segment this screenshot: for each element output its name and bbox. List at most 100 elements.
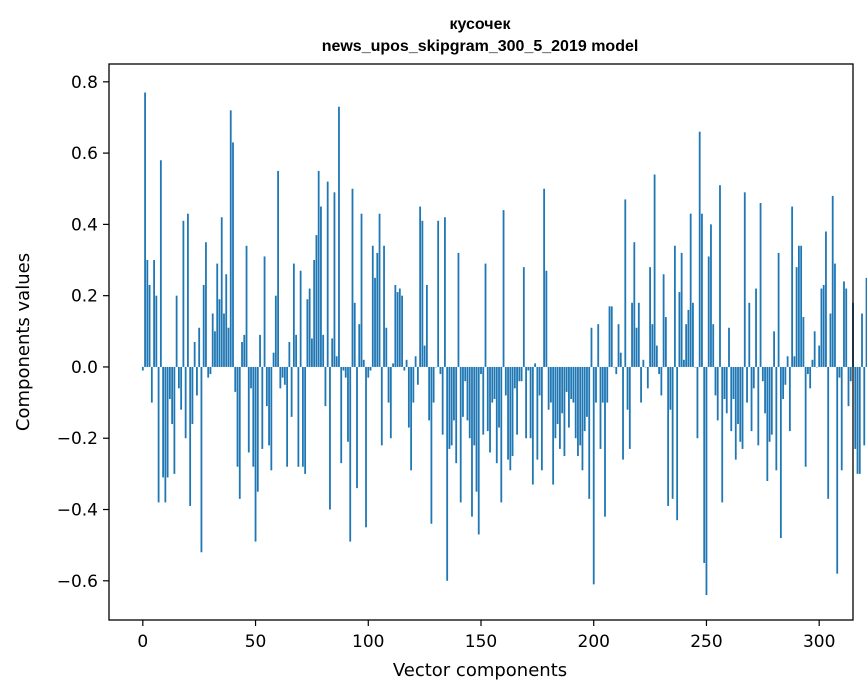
bar	[198, 327, 201, 367]
bar	[317, 170, 320, 367]
bar	[752, 366, 755, 389]
bar	[635, 327, 638, 367]
bar	[579, 366, 582, 446]
bar	[207, 366, 210, 378]
bar	[450, 366, 453, 446]
bar	[683, 359, 685, 367]
bar	[734, 366, 737, 460]
bar	[626, 366, 629, 410]
bar	[559, 366, 561, 449]
bar	[362, 359, 365, 367]
bar	[432, 366, 435, 403]
bar	[845, 288, 848, 367]
bar	[392, 363, 394, 367]
bar	[301, 366, 304, 467]
bar	[234, 366, 237, 392]
bar	[365, 366, 367, 528]
bar	[662, 274, 665, 367]
y-axis-label: Components values	[13, 253, 34, 431]
bar	[712, 324, 715, 367]
bar	[545, 270, 548, 367]
bar	[394, 284, 397, 367]
bar	[504, 366, 507, 396]
bar	[252, 366, 255, 467]
bar	[507, 366, 509, 460]
bar	[414, 356, 417, 367]
bar	[536, 366, 539, 460]
bar	[475, 366, 478, 492]
bar	[601, 366, 604, 403]
bar	[856, 366, 859, 474]
bar	[304, 366, 307, 474]
bar	[295, 334, 298, 367]
bar	[171, 366, 174, 424]
bar	[719, 185, 721, 367]
bar	[396, 292, 399, 367]
bar	[473, 366, 476, 446]
x-tick-label: 300	[803, 632, 835, 652]
bar	[347, 366, 349, 442]
bar	[162, 366, 165, 478]
bar	[660, 366, 663, 396]
x-tick-label: 200	[578, 632, 610, 652]
bar	[335, 356, 338, 367]
bar	[597, 324, 600, 367]
bar	[342, 366, 345, 371]
bar	[279, 366, 282, 389]
bar	[836, 366, 839, 574]
bar	[378, 213, 381, 367]
bar	[423, 345, 426, 367]
bar	[196, 366, 198, 396]
bar	[333, 192, 336, 367]
bar	[344, 366, 347, 378]
bar	[419, 206, 422, 367]
bar	[574, 366, 577, 439]
bar	[696, 366, 699, 439]
bar	[493, 366, 496, 400]
bar	[495, 366, 498, 464]
bar	[786, 356, 789, 367]
bar	[220, 217, 223, 367]
bar	[847, 366, 850, 407]
bar	[728, 327, 730, 367]
bar	[159, 160, 162, 367]
bar	[637, 302, 640, 367]
bar	[437, 220, 440, 367]
bar	[680, 252, 683, 367]
bar	[466, 366, 469, 421]
bar	[577, 366, 579, 457]
bar	[540, 366, 543, 471]
bar	[685, 324, 688, 367]
bar	[746, 366, 748, 403]
bar	[748, 302, 751, 367]
bar	[807, 366, 809, 375]
bar-series	[141, 92, 867, 596]
bar	[340, 366, 343, 464]
bar	[214, 331, 216, 367]
bar	[703, 366, 706, 563]
bar	[430, 366, 433, 524]
bar	[529, 366, 532, 439]
bar	[157, 366, 160, 503]
bar	[705, 366, 708, 596]
bar	[775, 366, 778, 471]
bar	[313, 260, 316, 367]
bar	[385, 327, 388, 367]
bar	[290, 366, 293, 417]
bar	[538, 366, 541, 396]
x-axis-ticks: 0 50 100 150 200 250 300	[137, 620, 835, 652]
bar	[265, 366, 268, 407]
bar	[732, 366, 735, 400]
bar	[489, 366, 491, 453]
bar	[595, 366, 597, 403]
bar	[180, 366, 183, 410]
bar	[615, 366, 618, 375]
bar	[448, 366, 451, 449]
bar	[200, 366, 203, 553]
bar	[153, 260, 155, 367]
bar	[480, 366, 482, 375]
bar	[218, 299, 221, 367]
bar	[268, 366, 270, 446]
bar	[563, 366, 566, 457]
